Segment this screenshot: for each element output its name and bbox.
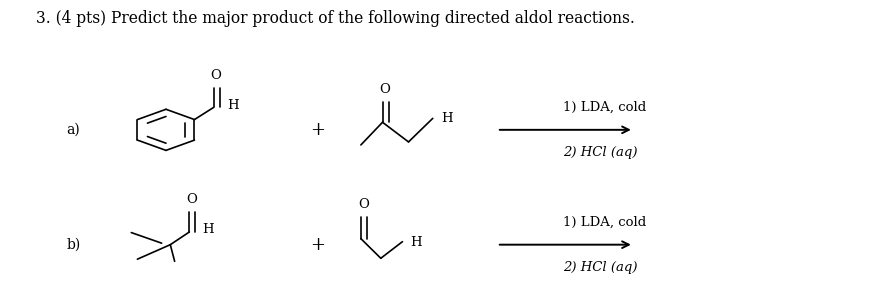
Text: 3. (4 pts) Predict the major product of the following directed aldol reactions.: 3. (4 pts) Predict the major product of … — [36, 10, 635, 27]
Text: 1) LDA, cold: 1) LDA, cold — [563, 101, 646, 114]
Text: 2) HCl (aq): 2) HCl (aq) — [563, 261, 637, 274]
Text: b): b) — [66, 238, 81, 252]
Text: H: H — [227, 99, 238, 112]
Text: 2) HCl (aq): 2) HCl (aq) — [563, 146, 637, 159]
Text: O: O — [358, 198, 369, 211]
Text: O: O — [380, 83, 390, 95]
Text: H: H — [410, 236, 422, 249]
Text: +: + — [310, 121, 325, 139]
Text: +: + — [310, 236, 325, 254]
Text: O: O — [187, 193, 197, 206]
Text: 1) LDA, cold: 1) LDA, cold — [563, 216, 646, 228]
Text: a): a) — [66, 123, 80, 137]
Text: O: O — [210, 69, 222, 82]
Text: H: H — [202, 223, 215, 236]
Text: H: H — [441, 113, 453, 125]
